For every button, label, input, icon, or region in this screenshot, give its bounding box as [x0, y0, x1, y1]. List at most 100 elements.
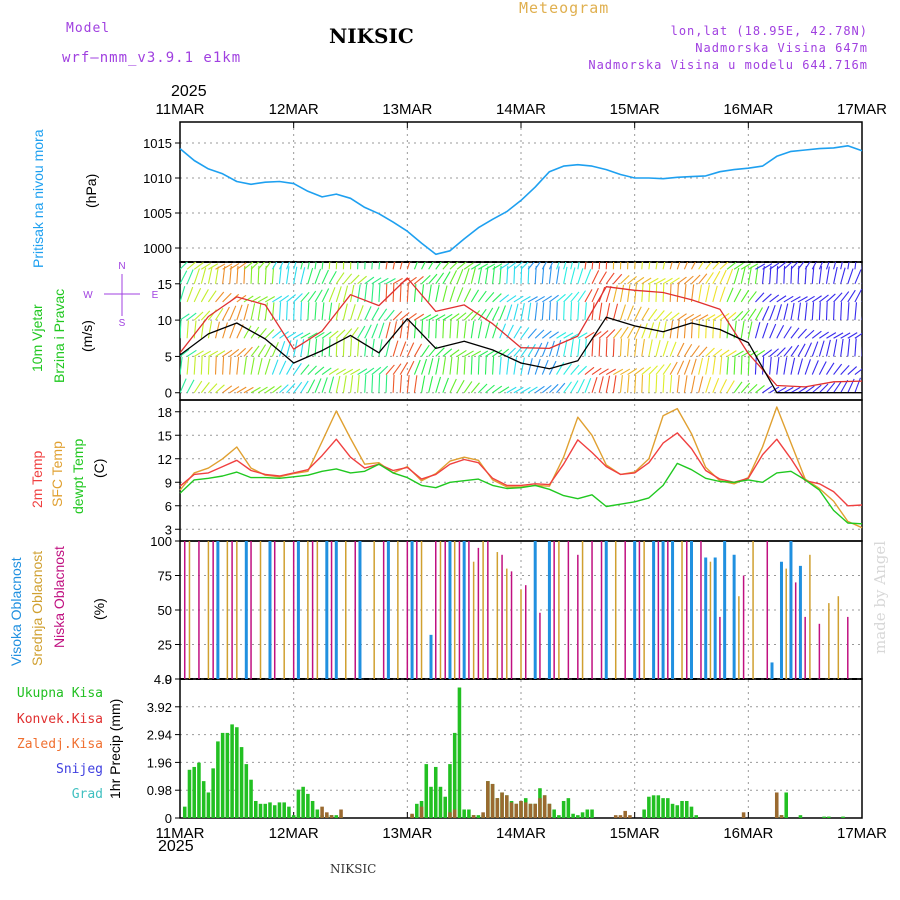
wind-arrow — [719, 262, 729, 270]
wind-arrow — [634, 276, 645, 285]
wind-arrow — [243, 325, 252, 339]
wind-arrow — [264, 358, 271, 375]
conv-precip-bar — [533, 803, 537, 818]
wind-arrow — [698, 273, 708, 285]
wind-arrow — [634, 306, 642, 321]
wind-arrow — [620, 368, 631, 376]
y-tick-label: 5 — [165, 349, 172, 364]
total-precip-bar — [642, 809, 646, 818]
total-precip-bar — [268, 802, 272, 818]
y-tick-label: 1005 — [143, 206, 172, 221]
wind-arrow — [520, 296, 531, 303]
wind-arrow — [840, 262, 843, 270]
wind-arrow — [740, 263, 751, 270]
wind-arrow — [719, 349, 730, 357]
wind-arrow — [463, 356, 466, 375]
wind-arrow — [349, 375, 354, 393]
wind-arrow — [811, 330, 822, 339]
wind-arrow — [520, 386, 531, 394]
wind-arrow — [364, 324, 372, 339]
wind-arrow — [250, 303, 256, 321]
wind-arrow — [591, 367, 602, 376]
wind-arrow — [513, 262, 524, 270]
wind-arrow — [492, 356, 495, 375]
conv-precip-bar — [523, 802, 528, 818]
wind-arrow — [477, 308, 487, 321]
wind-arrow — [399, 341, 407, 357]
wind-arrow — [847, 366, 858, 375]
wind-arrow — [541, 341, 549, 357]
wind-arrow — [371, 307, 380, 321]
wind-arrow — [818, 340, 825, 357]
wind-arrow — [563, 363, 572, 375]
wind-arrow — [328, 330, 339, 339]
wind-arrow — [740, 289, 750, 303]
wind-arrow — [705, 377, 712, 393]
wind-arrow — [293, 266, 298, 284]
wind-arrow — [435, 357, 440, 375]
x-tick-label-bottom: 17MAR — [837, 825, 887, 842]
wind-arrow — [556, 262, 560, 270]
wind-arrow — [193, 262, 204, 270]
wind-arrow — [478, 263, 489, 270]
wind-arrow — [698, 346, 708, 357]
wind-arrow — [236, 304, 243, 321]
wind-arrow — [399, 312, 410, 321]
total-precip-bar — [291, 815, 296, 818]
wind-arrow — [733, 262, 744, 270]
wind-arrow — [485, 263, 496, 270]
wind-arrow — [435, 320, 437, 339]
wind-arrow — [364, 338, 368, 357]
wind-arrow — [811, 262, 817, 270]
conv-precip-bar — [448, 812, 452, 818]
wind-arrow — [605, 262, 608, 270]
wind-arrow — [619, 375, 623, 393]
wind-arrow — [818, 266, 823, 284]
wind-arrow — [556, 332, 567, 339]
wind-arrow — [833, 363, 843, 375]
y-tick-label: 0 — [165, 386, 172, 401]
wind-arrow — [534, 302, 538, 321]
total-precip-bar — [476, 815, 481, 818]
wind-arrow — [335, 338, 338, 357]
lonlat-label: lon,lat (18.95E, 42.78N) — [670, 24, 868, 38]
total-precip-bar — [467, 809, 471, 818]
wind-arrow — [591, 338, 594, 357]
conv-precip-bar — [471, 815, 476, 818]
wind-arrow — [463, 311, 474, 321]
wind-arrow — [207, 266, 213, 284]
total-precip-bar — [689, 806, 694, 818]
wind-arrow — [776, 262, 787, 270]
wind-arrow — [271, 265, 275, 284]
wind-arrow — [506, 262, 517, 270]
wind-arrow — [492, 263, 503, 270]
model-name: wrf–nmm_v3.9.1 e1km — [62, 50, 242, 66]
wind-arrow — [428, 358, 434, 375]
total-precip-bar — [182, 806, 187, 818]
total-precip-bar — [670, 803, 675, 818]
conv-precip-bar — [325, 812, 329, 818]
wind-arrow — [335, 272, 345, 285]
wind-arrow — [627, 374, 630, 393]
wind-arrow — [421, 358, 428, 375]
wind-arrow — [513, 325, 522, 339]
wind-arrow — [683, 320, 687, 339]
wind-arrow — [669, 361, 678, 375]
wind-arrow — [207, 321, 213, 339]
wind-arrow — [733, 310, 744, 321]
wind-arrow — [193, 350, 204, 357]
wind-arrow — [485, 307, 494, 321]
wind-arrow — [243, 346, 253, 357]
wind-arrow — [840, 379, 849, 394]
conv-precip-bar — [741, 812, 746, 818]
wind-arrow — [407, 312, 417, 321]
y-tick-label: 18 — [158, 405, 172, 420]
total-precip-bar — [239, 747, 244, 818]
total-precip-bar — [661, 798, 665, 818]
wind-arrow — [520, 357, 525, 375]
wind-arrow — [321, 269, 329, 285]
wind-arrow — [705, 262, 712, 270]
wind-arrow — [314, 262, 317, 270]
label-hail: Grad — [71, 787, 103, 802]
